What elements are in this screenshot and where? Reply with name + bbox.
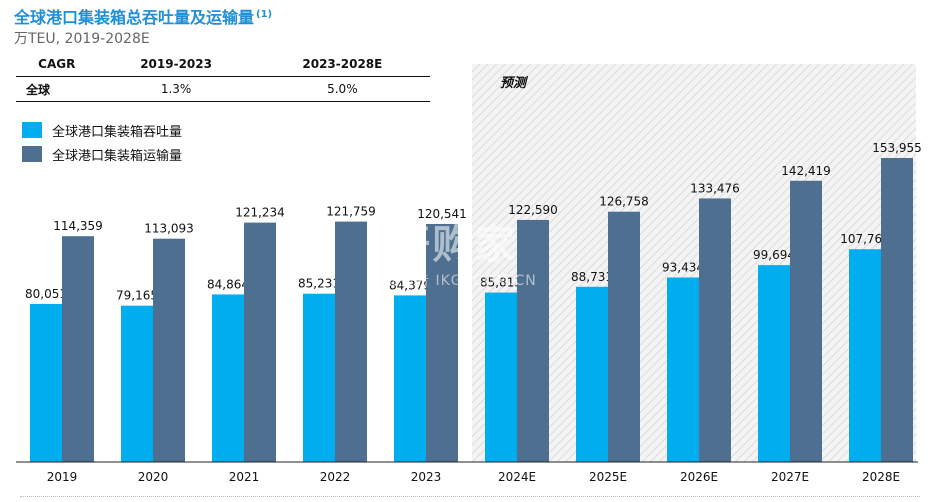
data-label-transport-2020: 113,093: [144, 222, 194, 236]
cagr-value-period-2: 5.0%: [327, 82, 358, 96]
data-label-transport-2028E: 153,955: [872, 141, 922, 155]
bar-transport-2022: [335, 221, 367, 462]
bar-throughput-2022: [303, 293, 335, 462]
legend-swatch-throughput: [22, 122, 42, 138]
cagr-table-header-row: CAGR 2019-2023 2023-2028E: [16, 52, 430, 77]
cagr-header-label: CAGR: [38, 57, 76, 71]
forecast-label: 预测: [500, 76, 527, 91]
bars-group: 80,051 114,359 79,165 113,093 84,864 121,234 8…: [25, 141, 922, 462]
cagr-header-period-1: 2019-2023: [140, 57, 212, 71]
bar-transport-2025E: [608, 211, 640, 462]
data-label-throughput-2021: 84,864: [207, 277, 249, 291]
bar-throughput-2027E: [758, 265, 790, 462]
x-tick-label-2028E: 2028E: [862, 470, 900, 484]
bar-throughput-2025E: [576, 286, 608, 462]
data-label-throughput-2028E: 107,769: [840, 232, 890, 246]
bar-throughput-2026E: [667, 277, 699, 462]
bar-transport-2028E: [881, 158, 913, 462]
bar-transport-2026E: [699, 198, 731, 462]
data-label-transport-2022: 121,759: [326, 205, 376, 219]
data-label-throughput-2027E: 99,694: [753, 248, 795, 262]
data-label-transport-2027E: 142,419: [781, 164, 831, 178]
data-label-transport-2023: 120,541: [417, 207, 467, 221]
footnote-divider: [20, 494, 920, 497]
chart-subtitle: 万TEU, 2019-2028E: [14, 31, 150, 47]
bar-throughput-2019: [30, 303, 62, 462]
bar-throughput-2021: [212, 294, 244, 462]
chart-title-text: 全球港口集装箱总吞吐量及运输量: [14, 8, 255, 27]
cagr-value-period-1: 1.3%: [160, 82, 192, 96]
bar-throughput-2024E: [485, 292, 517, 462]
x-tick-label-2026E: 2026E: [680, 470, 718, 484]
bar-transport-2027E: [790, 180, 822, 462]
data-label-transport-2024E: 122,590: [508, 203, 558, 217]
bar-transport-2019: [62, 236, 94, 462]
x-tick-label-2019: 2019: [47, 470, 78, 484]
x-tick-label-2022: 2022: [320, 470, 351, 484]
cagr-region: 全球: [26, 82, 51, 97]
legend-swatch-transport: [22, 146, 42, 162]
x-tick-label-2023: 2023: [411, 470, 442, 484]
x-tick-label-2027E: 2027E: [771, 470, 809, 484]
data-label-transport-2019: 114,359: [53, 219, 103, 233]
x-tick-label-2021: 2021: [229, 470, 260, 484]
chart-title: 全球港口集装箱总吞吐量及运输量 (1): [14, 4, 272, 28]
legend-label-transport: 全球港口集装箱运输量: [52, 148, 183, 164]
chart-legend: 全球港口集装箱吞吐量 全球港口集装箱运输量: [22, 118, 182, 166]
bar-transport-2024E: [517, 219, 549, 462]
bar-throughput-2020: [121, 305, 153, 462]
x-tick-label-2025E: 2025E: [589, 470, 627, 484]
cagr-table-row: 全球 1.3% 5.0%: [16, 77, 430, 102]
data-label-transport-2026E: 133,476: [690, 181, 740, 195]
x-tick-labels: 2019 2020 2021 2022 2023 2024E 2025E 2026E 2027E…: [47, 470, 900, 484]
x-tick-label-2024E: 2024E: [498, 470, 536, 484]
bar-transport-2023: [426, 223, 458, 462]
data-label-throughput-2022: 85,231: [298, 277, 340, 291]
data-label-throughput-2026E: 93,434: [662, 261, 704, 275]
data-label-transport-2025E: 126,758: [599, 195, 649, 209]
chart-title-note: (1): [256, 8, 273, 20]
bar-transport-2020: [153, 238, 185, 462]
legend-item-transport: 全球港口集装箱运输量: [22, 142, 182, 166]
legend-label-throughput: 全球港口集装箱吞吐量: [52, 124, 183, 140]
legend-item-throughput: 全球港口集装箱吞吐量: [22, 118, 182, 142]
data-label-throughput-2024E: 85,813: [480, 276, 522, 290]
data-label-throughput-2023: 84,379: [389, 278, 431, 292]
bar-throughput-2028E: [849, 249, 881, 462]
x-tick-label-2020: 2020: [138, 470, 169, 484]
data-label-throughput-2020: 79,165: [116, 289, 158, 303]
bar-throughput-2023: [394, 295, 426, 462]
bar-transport-2021: [244, 222, 276, 462]
cagr-header-period-2: 2023-2028E: [302, 57, 383, 71]
data-label-throughput-2025E: 88,731: [571, 270, 613, 284]
data-label-transport-2021: 121,234: [235, 206, 285, 220]
cagr-table: CAGR 2019-2023 2023-2028E 全球 1.3% 5.0%: [16, 52, 430, 102]
data-label-throughput-2019: 80,051: [25, 287, 67, 301]
